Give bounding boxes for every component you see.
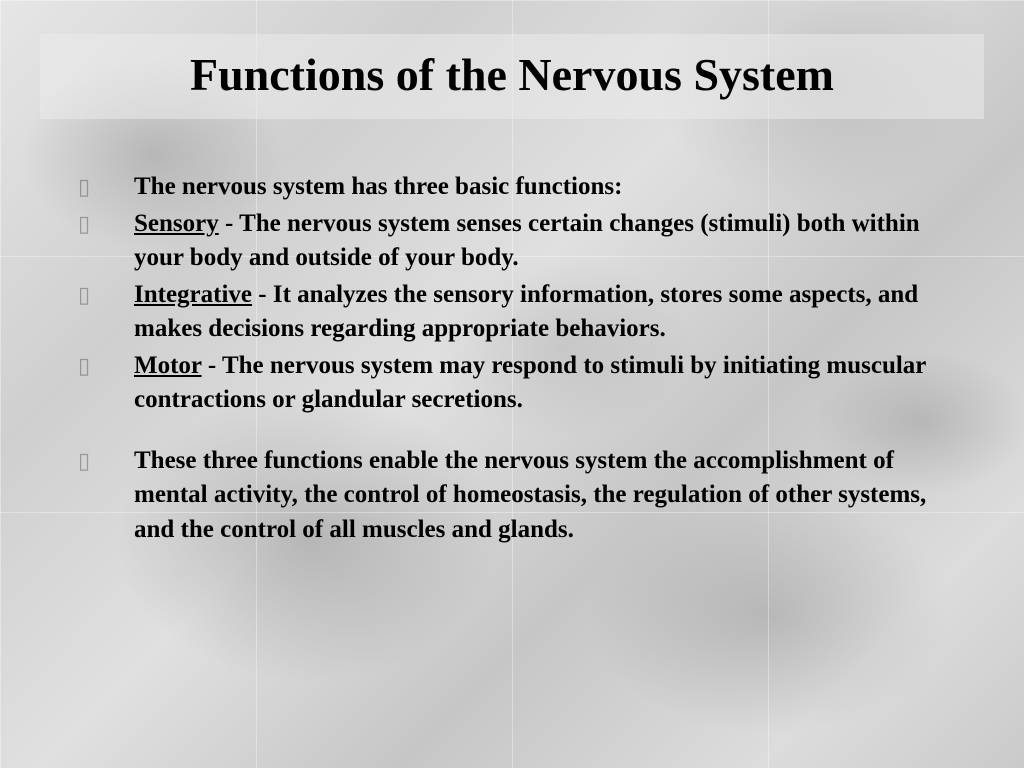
rest-integrative: - It analyzes the sensory information, s… [134,281,918,343]
bullet-text: The nervous system has three basic funct… [134,170,952,205]
rest-motor: - The nervous system may respond to stim… [134,352,926,414]
body-container: ▯ The nervous system has three basic fun… [72,170,952,549]
bullet-item-sensory: ▯ Sensory - The nervous system senses ce… [72,207,952,276]
bullet-text: These three functions enable the nervous… [134,444,952,548]
bullet-item-summary: ▯ These three functions enable the nervo… [72,444,952,548]
term-sensory: Sensory [134,210,219,237]
term-motor: Motor [134,352,202,379]
bullet-text: Motor - The nervous system may respond t… [134,349,952,418]
bullet-item-motor: ▯ Motor - The nervous system may respond… [72,349,952,418]
term-integrative: Integrative [134,281,252,308]
slide-title: Functions of the Nervous System [50,48,974,101]
slide: { "title": "Functions of the Nervous Sys… [0,0,1024,768]
bullet-item-intro: ▯ The nervous system has three basic fun… [72,170,952,205]
title-container: Functions of the Nervous System [40,34,984,119]
bullet-glyph-icon: ▯ [72,444,134,477]
bullet-glyph-icon: ▯ [72,278,134,311]
bullet-text: Sensory - The nervous system senses cert… [134,207,952,276]
bullet-glyph-icon: ▯ [72,207,134,240]
bullet-text: Integrative - It analyzes the sensory in… [134,278,952,347]
rest-sensory: - The nervous system senses certain chan… [134,210,920,272]
bullet-glyph-icon: ▯ [72,170,134,203]
bullet-glyph-icon: ▯ [72,349,134,382]
bullet-item-integrative: ▯ Integrative - It analyzes the sensory … [72,278,952,347]
